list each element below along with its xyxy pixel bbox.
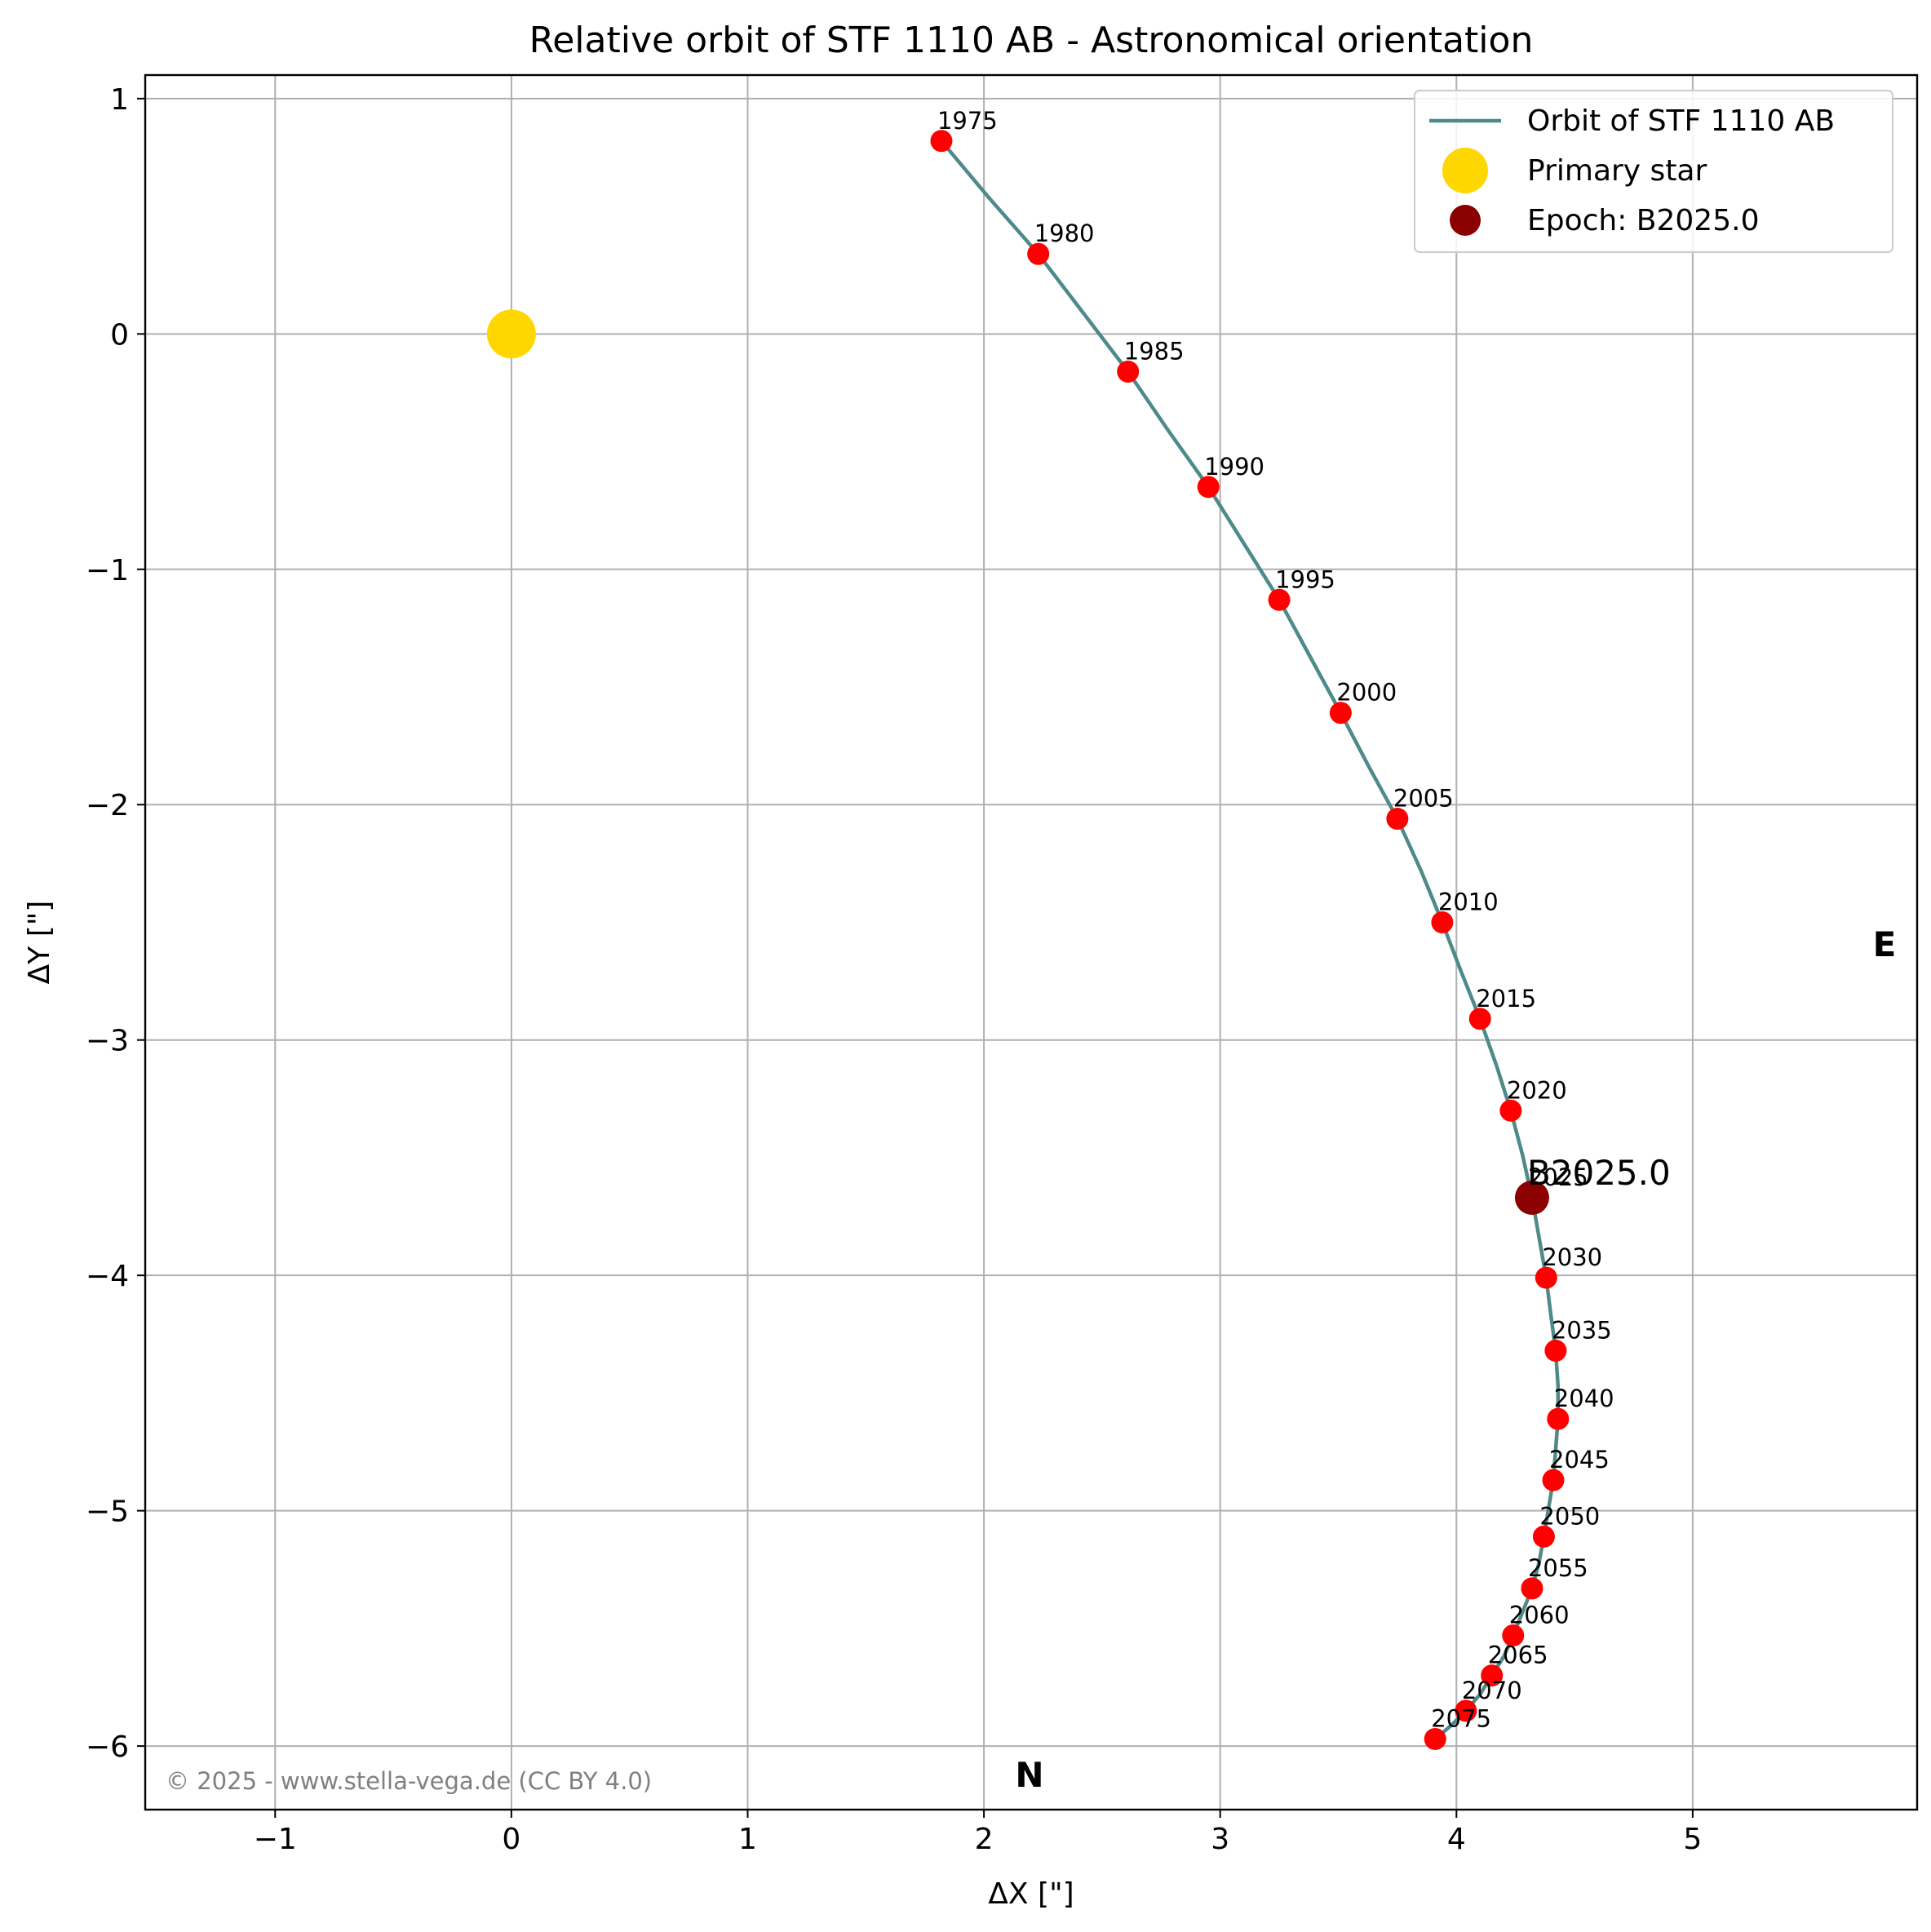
legend-orbit-label: Orbit of STF 1110 AB [1527, 104, 1835, 138]
epoch-marker-2005 [1386, 808, 1409, 831]
x-tick-label: 0 [502, 1823, 520, 1856]
x-tick-label: 4 [1447, 1823, 1466, 1856]
epoch-label-2060: 2060 [1509, 1602, 1570, 1629]
y-tick-label: −5 [86, 1496, 129, 1529]
primary-star-marker [486, 309, 536, 359]
y-tick-label: −4 [86, 1260, 129, 1293]
epoch-marker-2070 [1455, 1699, 1477, 1722]
epoch-label-2070: 2070 [1462, 1677, 1522, 1704]
epoch-label-2075: 2075 [1431, 1704, 1491, 1732]
epoch-marker-2010 [1431, 911, 1454, 933]
y-tick-label: 1 [110, 83, 129, 117]
legend-epoch-swatch [1450, 205, 1481, 236]
chart-title: Relative orbit of STF 1110 AB - Astronom… [529, 20, 1534, 61]
epoch-marker-2040 [1547, 1407, 1570, 1430]
legend: Orbit of STF 1110 AB Primary star Epoch:… [1414, 90, 1893, 253]
current-epoch-label: B2025.0 [1527, 1153, 1671, 1193]
epoch-label-2035: 2035 [1552, 1316, 1612, 1344]
x-tick-label: 1 [738, 1823, 757, 1856]
epoch-labels-layer: 1975 1980 1985 1990 1995 2000 2005 2010 2015 2020… [937, 107, 1614, 1733]
y-tick-label: −3 [86, 1025, 129, 1058]
x-axis-label: ΔX ["] [988, 1877, 1074, 1911]
epoch-marker-1985 [1117, 360, 1140, 383]
epoch-marker-2020 [1499, 1099, 1522, 1122]
epoch-marker-1995 [1268, 588, 1291, 611]
epoch-marker-2000 [1329, 702, 1352, 724]
epoch-label-2010: 2010 [1438, 888, 1499, 915]
epoch-markers-layer [930, 130, 1570, 1750]
epoch-marker-2015 [1468, 1008, 1491, 1030]
y-tick-label: −2 [86, 789, 129, 822]
epoch-label-2055: 2055 [1528, 1554, 1588, 1582]
epoch-label-2050: 2050 [1539, 1502, 1600, 1530]
epoch-label-1995: 1995 [1275, 565, 1335, 593]
epoch-marker-2065 [1481, 1664, 1504, 1687]
epoch-label-2030: 2030 [1542, 1243, 1602, 1271]
epoch-marker-2030 [1535, 1266, 1557, 1289]
y-axis-ticks: 1 0 −1 −2 −3 −4 −5 −6 [86, 83, 145, 1764]
epoch-label-2000: 2000 [1336, 679, 1397, 707]
y-tick-label: −6 [86, 1730, 129, 1764]
epoch-label-2005: 2005 [1393, 785, 1454, 813]
x-tick-label: 3 [1211, 1823, 1229, 1856]
current-epoch-layer: B2025.0 [1514, 1153, 1671, 1215]
epoch-marker-2035 [1544, 1339, 1567, 1362]
epoch-marker-2050 [1532, 1525, 1555, 1548]
epoch-label-2045: 2045 [1549, 1446, 1610, 1473]
y-tick-label: −1 [86, 554, 129, 587]
epoch-label-2015: 2015 [1476, 985, 1536, 1013]
epoch-label-2040: 2040 [1554, 1385, 1614, 1412]
epoch-marker-1980 [1027, 242, 1050, 265]
epoch-marker-2055 [1521, 1577, 1543, 1600]
legend-epoch-label: Epoch: B2025.0 [1527, 204, 1759, 237]
grid-lines [145, 75, 1917, 1810]
copyright-text: © 2025 - www.stella-vega.de (CC BY 4.0) [166, 1767, 652, 1795]
epoch-label-1985: 1985 [1124, 337, 1185, 365]
current-epoch-marker [1514, 1180, 1549, 1215]
legend-primary-label: Primary star [1527, 154, 1707, 188]
epoch-label-1980: 1980 [1034, 219, 1095, 247]
epoch-label-2065: 2065 [1488, 1642, 1548, 1669]
x-tick-label: −1 [254, 1823, 297, 1856]
legend-primary-star-swatch [1442, 148, 1488, 193]
plot-frame [144, 73, 1919, 1811]
epoch-marker-1990 [1197, 476, 1220, 499]
y-tick-label: 0 [110, 318, 129, 352]
direction-north-label: N [1015, 1755, 1043, 1795]
epoch-marker-2045 [1542, 1469, 1565, 1491]
x-tick-label: 2 [975, 1823, 994, 1856]
epoch-marker-2060 [1502, 1624, 1525, 1647]
epoch-marker-1975 [930, 130, 953, 153]
epoch-label-1975: 1975 [937, 107, 998, 135]
epoch-marker-2075 [1424, 1727, 1446, 1750]
legend-frame [1414, 90, 1893, 253]
epoch-label-1990: 1990 [1204, 453, 1264, 481]
x-axis-ticks: −1 0 1 2 3 4 5 [254, 1810, 1702, 1856]
direction-east-label: E [1873, 924, 1897, 964]
primary-star-layer [486, 309, 536, 359]
y-axis-label: ΔY ["] [23, 901, 56, 985]
epoch-label-2020: 2020 [1507, 1076, 1567, 1104]
x-tick-label: 5 [1683, 1823, 1702, 1856]
